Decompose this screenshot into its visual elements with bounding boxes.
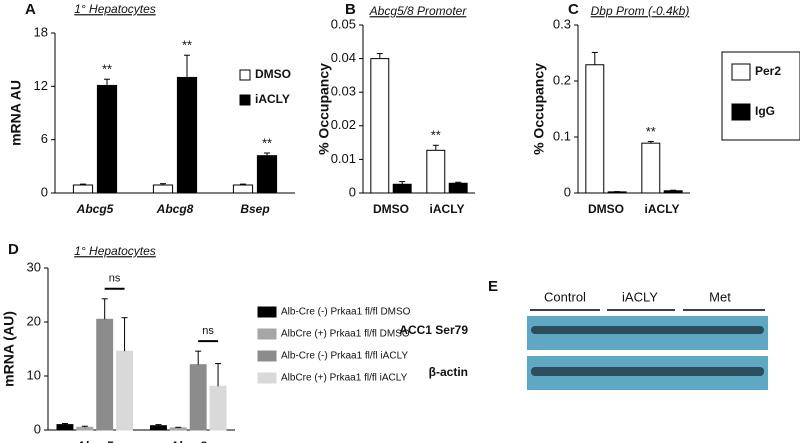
blot-row-label: β-actin bbox=[429, 365, 468, 379]
legend-swatch bbox=[239, 69, 251, 81]
bar bbox=[189, 364, 207, 431]
y-axis-label: % Occupancy bbox=[316, 63, 332, 155]
legend-swatch bbox=[257, 328, 277, 340]
x-tick-label: Bsep bbox=[240, 202, 269, 216]
bar bbox=[76, 426, 94, 431]
bar bbox=[232, 184, 254, 194]
y-tick-label: 20 bbox=[27, 313, 41, 328]
y-tick-label: 0 bbox=[349, 184, 356, 199]
y-tick-label: 0 bbox=[41, 184, 48, 199]
y-tick-label: 0 bbox=[34, 421, 41, 436]
bar bbox=[72, 184, 94, 194]
legend-swatch bbox=[731, 63, 751, 81]
bar bbox=[116, 350, 134, 431]
bar bbox=[56, 424, 74, 431]
y-axis-label: mRNA (AU) bbox=[1, 311, 17, 387]
x-tick-label: iACLY bbox=[430, 202, 465, 216]
y-tick-label: 18 bbox=[34, 24, 48, 39]
bar bbox=[149, 425, 167, 431]
legend-label: Per2 bbox=[755, 64, 781, 78]
significance-label: ** bbox=[262, 135, 272, 150]
x-tick-label: DMSO bbox=[588, 202, 624, 216]
x-tick-label: DMSO bbox=[373, 202, 409, 216]
y-tick-label: 0.02 bbox=[331, 117, 356, 132]
panel-title: 1° Hepatocytes bbox=[74, 2, 156, 16]
y-tick-label: 0.1 bbox=[553, 128, 571, 143]
legend-label: Alb-Cre (-) Prkaa1 fl/fl iACLY bbox=[281, 351, 408, 362]
y-tick-label: 0.04 bbox=[331, 50, 356, 65]
legend-label: DMSO bbox=[255, 67, 291, 81]
lane-group-label: iACLY bbox=[622, 289, 658, 304]
x-tick-label: Abcg5 bbox=[75, 439, 113, 443]
legend-label: iACLY bbox=[255, 92, 290, 106]
bar bbox=[152, 184, 174, 194]
bar bbox=[96, 318, 114, 431]
lane-group-label: Met bbox=[709, 289, 731, 304]
legend-swatch bbox=[257, 372, 277, 384]
legend-swatch bbox=[257, 306, 277, 318]
y-tick-label: 6 bbox=[41, 131, 48, 146]
bar bbox=[641, 142, 661, 194]
legend-swatch bbox=[239, 94, 251, 106]
x-tick-label: iACLY bbox=[645, 202, 680, 216]
y-tick-label: 0.05 bbox=[331, 16, 356, 31]
legend-swatch bbox=[257, 350, 277, 362]
x-tick-label: Abcg8 bbox=[169, 439, 207, 443]
lane-group-label: Control bbox=[544, 289, 586, 304]
y-tick-label: 0.01 bbox=[331, 151, 356, 166]
blot-bands bbox=[531, 326, 764, 376]
legend-swatch bbox=[731, 103, 751, 121]
y-tick-label: 10 bbox=[27, 367, 41, 382]
bar bbox=[256, 155, 278, 194]
legend-label: AlbCre (+) Prkaa1 fl/fl iACLY bbox=[281, 373, 408, 384]
x-tick-label: Abcg8 bbox=[156, 202, 194, 216]
significance-label: ** bbox=[646, 124, 656, 139]
legend-label: IgG bbox=[755, 104, 775, 118]
significance-label: ** bbox=[431, 128, 441, 143]
bar bbox=[176, 76, 198, 194]
legend-label: Alb-Cre (-) Prkaa1 fl/fl DMSO bbox=[281, 307, 411, 318]
y-tick-label: 0.2 bbox=[553, 72, 571, 87]
bar bbox=[169, 427, 187, 431]
bar bbox=[370, 58, 390, 194]
panel-label: B bbox=[345, 1, 356, 18]
y-tick-label: 0.3 bbox=[553, 16, 571, 31]
bar bbox=[585, 64, 605, 194]
significance-label: ** bbox=[102, 62, 112, 77]
panel-label: E bbox=[488, 278, 498, 295]
y-tick-label: 0.03 bbox=[331, 84, 356, 99]
bar bbox=[96, 84, 118, 194]
legend-box bbox=[721, 51, 800, 141]
significance-label: ** bbox=[182, 38, 192, 53]
y-tick-label: 30 bbox=[27, 259, 41, 274]
legend-label: AlbCre (+) Prkaa1 fl/fl DMSO bbox=[281, 329, 410, 340]
bar bbox=[209, 385, 227, 431]
y-tick-label: 0 bbox=[564, 184, 571, 199]
y-axis-label: % Occupancy bbox=[531, 63, 547, 155]
comparison-label: ns bbox=[109, 273, 121, 285]
panel-title: Dbp Prom (-0.4kb) bbox=[591, 4, 690, 18]
western-blot: E Control iACLY Met ACC1 Ser79 β-actin bbox=[399, 278, 768, 390]
panel-title: 1° Hepatocytes bbox=[74, 244, 156, 258]
y-tick-label: 12 bbox=[34, 78, 48, 93]
blot-row-label: ACC1 Ser79 bbox=[399, 323, 468, 337]
bar bbox=[663, 190, 683, 194]
panel-label: A bbox=[25, 1, 36, 18]
panel-label: D bbox=[8, 241, 19, 258]
bar bbox=[392, 183, 412, 194]
y-axis-label: mRNA AU bbox=[8, 80, 24, 146]
x-tick-label: Abcg5 bbox=[76, 202, 114, 216]
bar bbox=[426, 149, 446, 194]
panel-title: Abcg5/8 Promoter bbox=[369, 4, 468, 18]
comparison-label: ns bbox=[202, 325, 214, 337]
bar bbox=[448, 182, 468, 194]
panel-label: C bbox=[568, 1, 579, 18]
